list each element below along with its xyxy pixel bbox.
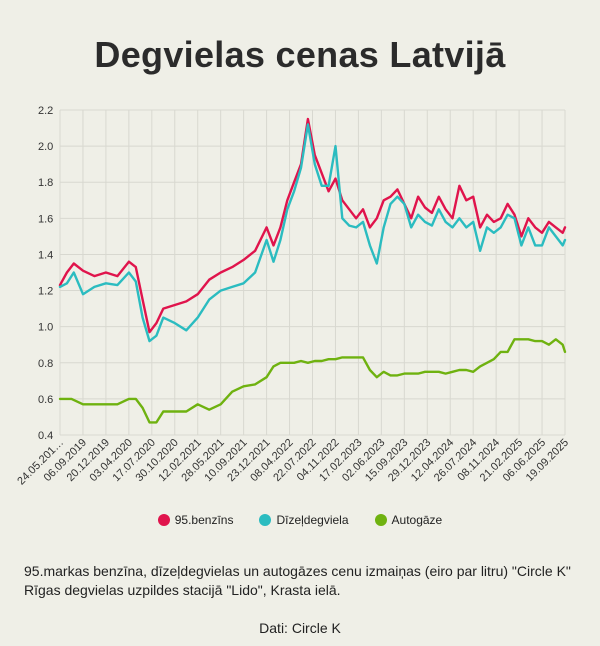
diesel-dot-icon <box>259 514 272 526</box>
chart-caption: 95.markas benzīna, dīzeļdegvielas un aut… <box>24 562 584 600</box>
autogaze-dot-icon <box>374 514 387 526</box>
benzins-dot-icon <box>157 514 170 526</box>
caption-line-2: Rīgas degvielas uzpildes stacijā "Lido",… <box>24 582 341 598</box>
y-tick-label: 1.2 <box>38 286 53 298</box>
series-line-0 <box>58 117 567 334</box>
y-tick-label: 0.8 <box>38 358 53 370</box>
y-tick-label: 0.4 <box>38 430 53 442</box>
line-chart: 0.4 0.6 0.8 1.0 1.2 1.4 1.6 1.8 2.0 2.2 24.05.201… <box>15 105 571 488</box>
legend: 95.benzīns Dīzeļdegviela Autogāze <box>0 513 600 527</box>
legend-item-benzins[interactable]: 95.benzīns <box>157 513 234 527</box>
data-source: Dati: Circle K <box>259 620 341 636</box>
caption-line-1: 95.markas benzīna, dīzeļdegvielas un aut… <box>24 563 571 579</box>
legend-item-diesel[interactable]: Dīzeļdegviela <box>259 513 349 527</box>
y-tick-label: 1.4 <box>38 249 53 261</box>
series-lines <box>58 117 567 424</box>
y-tick-label: 1.0 <box>38 322 53 334</box>
chart-title: Degvielas cenas Latvijā <box>94 34 506 75</box>
series-line-2 <box>58 338 567 424</box>
y-axis-ticks: 0.4 0.6 0.8 1.0 1.2 1.4 1.6 1.8 2.0 2.2 <box>38 105 53 442</box>
x-axis-ticks: 24.05.201…06.09.201920.12.201903.04.2020… <box>15 437 571 488</box>
legend-label-benzins: 95.benzīns <box>174 513 234 527</box>
legend-item-autogaze[interactable]: Autogāze <box>374 513 443 527</box>
y-tick-label: 2.2 <box>38 105 53 117</box>
series-line-1 <box>58 123 567 343</box>
legend-label-diesel: Dīzeļdegviela <box>276 513 349 527</box>
y-tick-label: 1.6 <box>38 213 53 225</box>
y-tick-label: 0.6 <box>38 394 53 406</box>
y-tick-label: 2.0 <box>38 141 53 153</box>
legend-label-autogaze: Autogāze <box>391 513 443 527</box>
y-tick-label: 1.8 <box>38 177 53 189</box>
